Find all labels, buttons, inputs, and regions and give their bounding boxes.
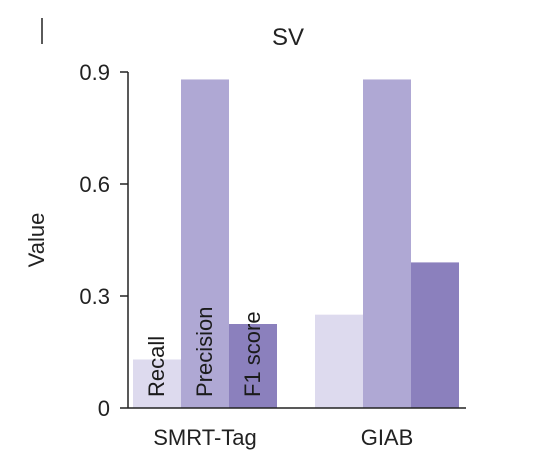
axes-layer: 0 0.3 0.6 0.9 SMRT-Tag GIAB: [79, 60, 466, 450]
bar-precision-giab: [363, 79, 411, 408]
bar-label-recall: Recall: [144, 336, 169, 397]
chart-title: SV: [272, 24, 304, 51]
x-tick-label-giab: GIAB: [361, 425, 414, 450]
y-tick-label: 0.3: [79, 284, 110, 309]
bar-f1-score-giab: [411, 262, 459, 408]
bar-label-precision: Precision: [192, 307, 217, 397]
bar-label-f1-score: F1 score: [240, 311, 265, 397]
bars-layer: [133, 79, 459, 408]
y-tick-label: 0.6: [79, 172, 110, 197]
bar-precision-smrt-tag: [181, 79, 229, 408]
bar-f1-score-smrt-tag: [229, 324, 277, 408]
bar-recall-giab: [315, 314, 363, 408]
bar-labels-layer: Recall Precision F1 score: [144, 307, 265, 397]
y-tick-label: 0: [98, 396, 110, 421]
bar-recall-smrt-tag: [133, 359, 181, 408]
x-tick-label-smrt-tag: SMRT-Tag: [153, 425, 257, 450]
y-axis-title: Value: [24, 213, 49, 268]
y-tick-label: 0.9: [79, 60, 110, 85]
